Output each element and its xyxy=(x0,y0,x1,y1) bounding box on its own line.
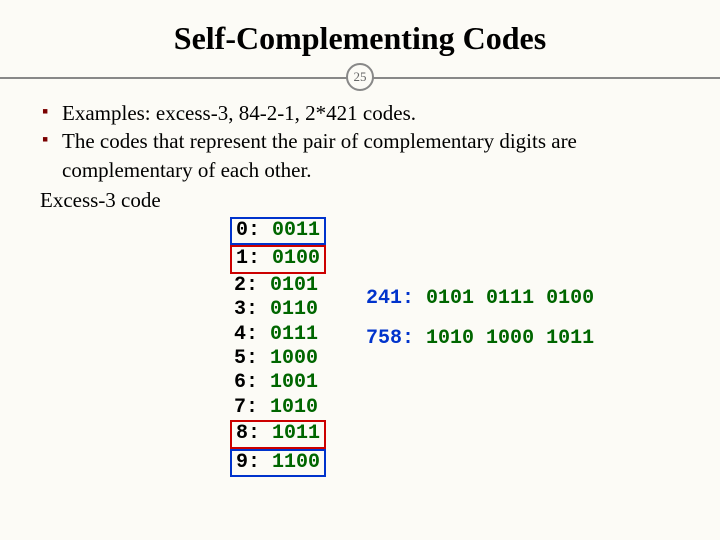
code-bits: 1000 xyxy=(270,347,318,370)
code-digit: 0: xyxy=(236,219,272,242)
example-line: 758: 1010 1000 1011 xyxy=(366,319,594,359)
code-row: 5: 1000 xyxy=(230,347,326,371)
code-digit: 8: xyxy=(236,422,272,445)
code-bits: 0101 xyxy=(270,274,318,297)
code-digit: 6: xyxy=(234,371,270,394)
code-bits: 0011 xyxy=(272,219,320,242)
slide: Self-Complementing Codes 25 Examples: ex… xyxy=(0,0,720,540)
code-row: 2: 0101 xyxy=(230,274,326,298)
code-table: 0: 00111: 01002: 01013: 01104: 01115: 10… xyxy=(230,217,326,477)
bullet-item: Examples: excess-3, 84-2-1, 2*421 codes. xyxy=(40,99,680,127)
code-bits: 1001 xyxy=(270,371,318,394)
code-digit: 5: xyxy=(234,347,270,370)
code-digit: 9: xyxy=(236,451,272,474)
example-bits: 0101 0111 0100 xyxy=(426,287,594,310)
example-bits: 1010 1000 1011 xyxy=(426,327,594,350)
code-row: 0: 0011 xyxy=(230,217,326,245)
code-bits: 0111 xyxy=(270,323,318,346)
example-number: 241: xyxy=(366,287,426,310)
code-bits: 0110 xyxy=(270,298,318,321)
divider: 25 xyxy=(40,63,680,93)
slide-title: Self-Complementing Codes xyxy=(40,20,680,57)
code-row: 4: 0111 xyxy=(230,323,326,347)
code-digit: 2: xyxy=(234,274,270,297)
code-area: 0: 00111: 01002: 01013: 01104: 01115: 10… xyxy=(40,217,680,477)
code-digit: 4: xyxy=(234,323,270,346)
code-bits: 0100 xyxy=(272,247,320,270)
code-digit: 3: xyxy=(234,298,270,321)
page-number-badge: 25 xyxy=(346,63,374,91)
code-bits: 1011 xyxy=(272,422,320,445)
code-row: 7: 1010 xyxy=(230,396,326,420)
example-number: 758: xyxy=(366,327,426,350)
code-bits: 1100 xyxy=(272,451,320,474)
subheading: Excess-3 code xyxy=(40,188,680,213)
code-row: 6: 1001 xyxy=(230,371,326,395)
code-row: 8: 1011 xyxy=(230,420,326,448)
bullet-item: The codes that represent the pair of com… xyxy=(40,127,680,184)
code-digit: 7: xyxy=(234,396,270,419)
bullet-list: Examples: excess-3, 84-2-1, 2*421 codes.… xyxy=(40,99,680,184)
code-row: 9: 1100 xyxy=(230,449,326,477)
code-bits: 1010 xyxy=(270,396,318,419)
code-digit: 1: xyxy=(236,247,272,270)
code-row: 1: 0100 xyxy=(230,245,326,273)
example-line: 241: 0101 0111 0100 xyxy=(366,279,594,319)
examples-block: 241: 0101 0111 0100758: 1010 1000 1011 xyxy=(366,279,594,359)
code-row: 3: 0110 xyxy=(230,298,326,322)
